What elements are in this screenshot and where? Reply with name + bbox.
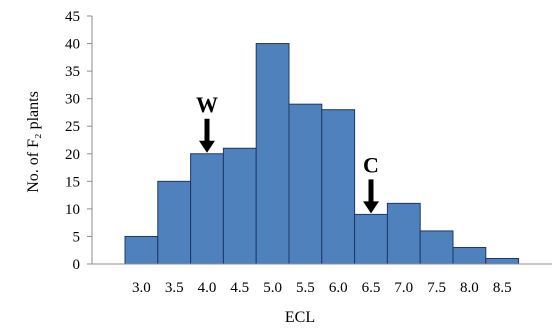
x-tick-label: 3.5	[165, 280, 184, 296]
x-axis-title: ECL	[285, 309, 315, 326]
y-tick-label: 5	[73, 229, 81, 245]
y-tick-label: 10	[65, 202, 80, 218]
x-tick-label: 6.0	[329, 280, 348, 296]
arrow-shaft	[204, 118, 210, 143]
bar-3.5	[157, 180, 192, 265]
bar-5.0	[255, 43, 290, 265]
annotation-label-w: W	[196, 92, 218, 117]
y-tick-label: 20	[65, 147, 80, 163]
arrow-shaft	[368, 179, 374, 204]
x-tick-label: 5.5	[296, 280, 315, 296]
x-tick-label: 8.0	[460, 280, 479, 296]
y-axis-title: No. of F₂ plants	[25, 91, 42, 193]
annotation-arrow-c	[363, 179, 379, 214]
bar-6.5	[354, 213, 388, 265]
annotation-arrow-w	[199, 118, 215, 153]
x-tick-label: 4.0	[198, 280, 217, 296]
bar-5.5	[288, 103, 323, 265]
bar-3.0	[124, 235, 159, 265]
bars	[124, 43, 520, 265]
bar-6.0	[321, 109, 356, 265]
bar-4.0	[190, 153, 224, 265]
x-tick-label: 4.5	[230, 280, 249, 296]
y-tick-label: 35	[65, 64, 80, 80]
bar-8.5	[485, 257, 520, 265]
x-tick-label: 8.5	[493, 280, 512, 296]
y-tick-label: 40	[65, 37, 80, 53]
y-tick-label: 15	[65, 174, 80, 190]
x-tick-label: 7.0	[394, 280, 413, 296]
x-tick-label: 6.5	[362, 280, 381, 296]
bar-7.0	[386, 202, 421, 265]
y-tick-label: 30	[65, 92, 80, 108]
x-tick-label: 3.0	[132, 280, 151, 296]
y-tick-label: 0	[73, 257, 81, 273]
arrow-head	[363, 201, 379, 214]
y-axis-ticks: 0 5 10 15 20 25 30 35 40 45	[65, 9, 92, 273]
bar-7.5	[419, 230, 454, 265]
x-tick-label: 7.5	[427, 280, 446, 296]
annotations: WC	[196, 92, 379, 214]
bar-8.0	[452, 246, 487, 265]
bar-4.5	[222, 147, 257, 265]
annotation-label-c: C	[363, 152, 379, 177]
y-tick-label: 25	[65, 119, 80, 135]
arrow-head	[199, 140, 215, 153]
x-tick-label: 5.0	[263, 280, 282, 296]
x-axis-ticks: 3.0 3.5 4.0 4.5 5.0 5.5 6.0 6.5 7.0 7.5 8.0 8.5	[132, 280, 512, 296]
y-tick-label: 45	[65, 9, 80, 25]
